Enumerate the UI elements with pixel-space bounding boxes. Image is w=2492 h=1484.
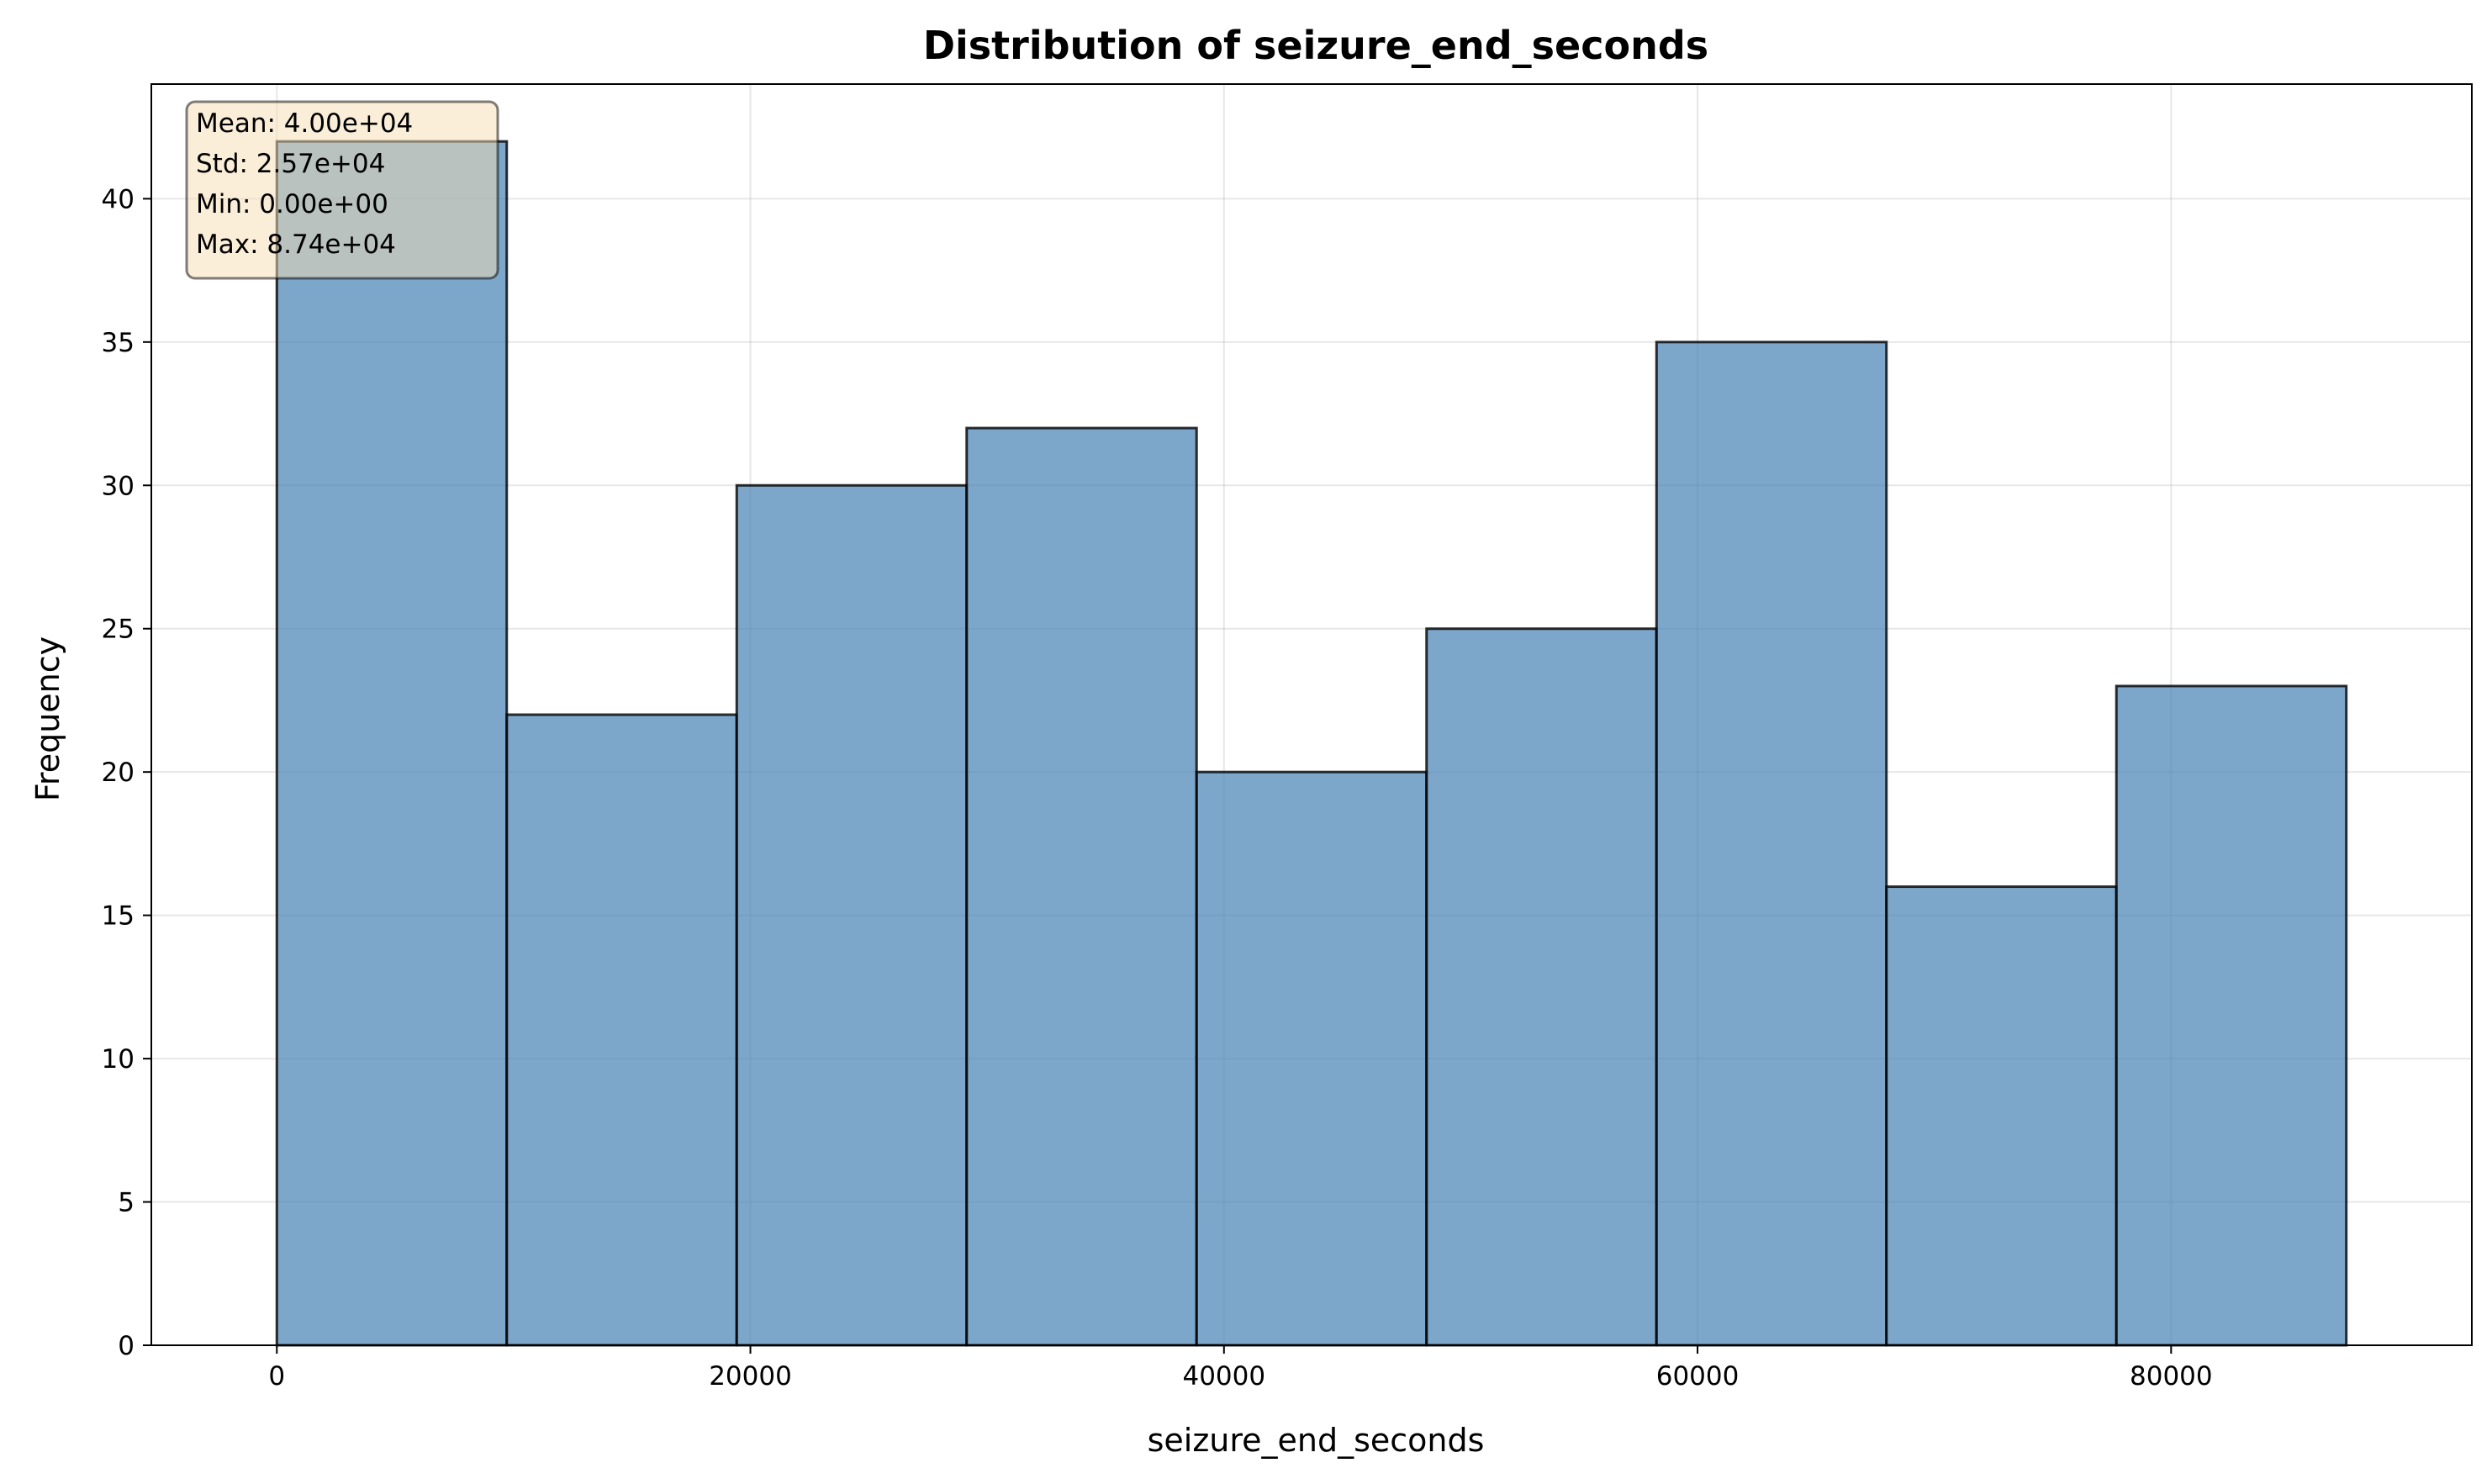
x-tick-label: 60000 [1656, 1361, 1740, 1392]
x-axis-label: seizure_end_seconds [1148, 1422, 1485, 1459]
histogram-bar [2115, 684, 2348, 1347]
stats-box-background [185, 100, 499, 280]
x-tick-label: 0 [268, 1361, 285, 1392]
histogram-bar [275, 140, 509, 1347]
plot-frame [150, 83, 2473, 1346]
x-axis-ticks: 0 20000 40000 60000 80000 [268, 1345, 2213, 1392]
y-tick-label: 10 [102, 1044, 135, 1075]
y-axis-ticks: 0 5 10 15 20 25 30 35 40 [102, 184, 151, 1361]
histogram-bars [275, 140, 2348, 1347]
histogram-bar [1195, 770, 1428, 1347]
stats-line: Std: 2.57e+04 [196, 149, 385, 179]
x-tick-label: 40000 [1182, 1361, 1265, 1392]
y-tick-label: 40 [102, 184, 135, 214]
y-tick-label: 15 [102, 901, 135, 932]
y-tick-label: 5 [118, 1188, 135, 1218]
y-tick-label: 25 [102, 615, 135, 645]
chart-title: Distribution of seizure_end_seconds [923, 23, 1708, 68]
x-tick-label: 20000 [709, 1361, 792, 1392]
histogram-bar [1655, 341, 1888, 1347]
y-tick-label: 30 [102, 471, 135, 501]
stats-line: Min: 0.00e+00 [196, 189, 388, 219]
y-tick-label: 20 [102, 758, 135, 788]
histogram-bar [735, 483, 969, 1347]
histogram-bar [965, 426, 1198, 1347]
stats-box: Mean: 4.00e+04 Std: 2.57e+04 Min: 0.00e+00… [185, 100, 499, 280]
histogram-bar [505, 713, 738, 1347]
y-tick-label: 0 [118, 1331, 135, 1361]
stats-line: Mean: 4.00e+04 [196, 108, 413, 139]
x-tick-label: 80000 [2130, 1361, 2213, 1392]
y-tick-label: 35 [102, 328, 135, 358]
y-axis-label: Frequency [29, 636, 66, 801]
stats-line: Max: 8.74e+04 [196, 230, 396, 260]
histogram-bar [1885, 885, 2118, 1347]
histogram-bar [1425, 627, 1658, 1347]
